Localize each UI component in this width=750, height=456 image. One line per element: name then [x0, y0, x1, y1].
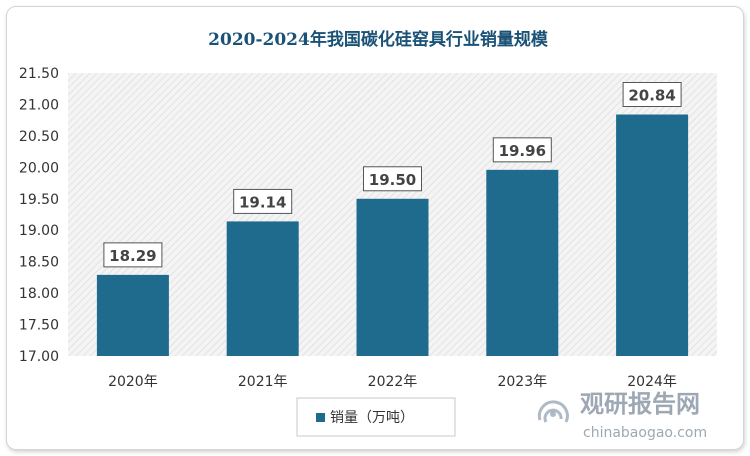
y-tick-label: 19.00	[19, 223, 59, 239]
y-tick-label: 18.00	[19, 286, 59, 302]
y-tick-label: 18.50	[19, 255, 59, 271]
data-label-box	[492, 137, 552, 163]
y-axis: 17.00 17.50 18.00 18.50 19.00 19.50 20.00 20.50…	[19, 66, 59, 365]
y-tick-label: 21.50	[19, 66, 59, 82]
data-label-box	[622, 82, 682, 108]
data-label: 19.96	[499, 142, 546, 160]
y-tick-label: 20.50	[19, 129, 59, 145]
bar	[356, 198, 429, 356]
data-label-box	[103, 242, 163, 268]
watermark-logo	[537, 400, 569, 423]
x-tick-label: 2022年	[368, 374, 418, 390]
bar	[226, 221, 299, 356]
x-tick-label: 2024年	[627, 374, 677, 390]
watermark-url: chinabaogao.com	[583, 425, 707, 441]
watermark: 观研报告网 chinabaogao.com	[537, 390, 707, 441]
bar	[616, 114, 689, 356]
data-label: 19.50	[369, 171, 416, 189]
legend-swatch	[316, 413, 325, 422]
x-tick-label: 2020年	[108, 374, 158, 390]
data-label-group: 18.29 19.14 19.50 19.96 20.84	[103, 82, 682, 268]
data-label-box	[233, 188, 293, 214]
y-tick-label: 21.00	[19, 97, 59, 113]
data-label: 18.29	[109, 247, 156, 265]
bar	[96, 274, 169, 356]
data-label: 20.84	[628, 87, 675, 105]
data-label: 19.14	[239, 193, 286, 211]
watermark-title: 观研报告网	[580, 390, 700, 418]
x-tick-label: 2021年	[238, 374, 288, 390]
y-tick-label: 17.00	[19, 349, 59, 365]
legend-label: 销量（万吨）	[330, 410, 414, 426]
data-label-box	[363, 166, 422, 192]
chart-title: 2020-2024年我国碳化硅窑具行业销量规模	[208, 29, 549, 50]
x-axis: 2020年 2021年 2022年 2023年 2024年	[108, 374, 677, 390]
y-tick-label: 17.50	[19, 318, 59, 334]
bar	[486, 169, 559, 356]
legend: 销量（万吨）	[296, 397, 456, 437]
x-tick-label: 2023年	[497, 374, 547, 390]
y-tick-label: 19.50	[19, 192, 59, 208]
bar-group	[96, 114, 689, 356]
y-tick-label: 20.00	[19, 160, 59, 176]
